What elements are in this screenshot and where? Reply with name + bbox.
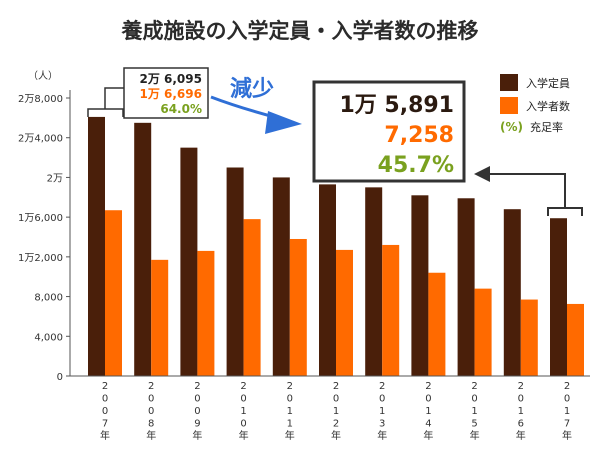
y-tick-label: 0 <box>57 372 63 383</box>
last-year-enrolled: 7,258 <box>384 123 454 148</box>
legend-label-enrolled: 入学者数 <box>526 99 570 113</box>
bar-enrolled <box>197 250 215 376</box>
x-axis: 2 0 0 7 年 2 0 0 8 年 2 0 0 9 年 2 0 1 0 年 2 0 1 1 年 2 0 1 2 年 2 0 1 3 年 2 0 1 4 年… <box>100 381 572 442</box>
bar-capacity <box>272 177 290 376</box>
bar-enrolled <box>289 238 307 376</box>
bar-enrolled <box>243 219 261 376</box>
first-year-rate: 64.0% <box>160 102 202 116</box>
last-year-capacity: 1万 5,891 <box>339 93 454 118</box>
y-tick-label: 2万8,000 <box>18 94 63 105</box>
y-tick-label: 1万2,000 <box>18 253 63 264</box>
bar-enrolled <box>382 244 400 376</box>
bar-enrolled <box>336 249 353 376</box>
legend-label-capacity: 入学定員 <box>526 76 570 90</box>
legend: 入学定員 入学者数 (%) 充足率 <box>500 74 570 134</box>
last-year-rate: 45.7% <box>378 153 454 178</box>
bar-enrolled <box>474 288 492 376</box>
legend-rate-label: 充足率 <box>530 120 563 134</box>
last-year-connector <box>488 173 583 216</box>
legend-swatch-enrolled <box>500 97 518 114</box>
bar-enrolled <box>151 259 169 376</box>
legend-rate-symbol: (%) <box>500 120 523 134</box>
bar-capacity <box>226 167 244 376</box>
chart-title: 養成施設の入学定員・入学者数の推移 <box>121 19 479 43</box>
y-tick-label: 2万 <box>47 173 63 184</box>
y-tick-label: 4,000 <box>34 332 63 343</box>
y-tick-label: 8,000 <box>34 293 63 304</box>
first-year-annotation: 2万 6,095 1万 6,696 64.0% <box>123 67 209 119</box>
bar-capacity <box>319 184 336 376</box>
first-year-bracket <box>87 87 124 117</box>
first-year-enrolled: 1万 6,696 <box>140 87 203 101</box>
bars <box>88 116 584 376</box>
y-axis: 0 4,000 8,000 1万2,000 1万6,000 2万 2万4,000 2万8,00… <box>18 94 70 383</box>
y-axis-unit: （人） <box>28 70 58 82</box>
bar-capacity <box>180 147 198 376</box>
last-year-annotation: 1万 5,891 7,258 45.7% <box>312 80 466 183</box>
decrease-label: 減少 <box>230 77 274 102</box>
bar-capacity <box>550 218 567 376</box>
bar-enrolled <box>567 303 584 376</box>
bar-capacity <box>134 122 152 376</box>
legend-swatch-capacity <box>500 74 518 91</box>
bar-capacity <box>365 187 383 376</box>
bar-enrolled <box>105 210 122 376</box>
bar-capacity <box>503 209 521 376</box>
decrease-arrow: 減少 <box>210 77 302 134</box>
bar-capacity <box>88 116 105 376</box>
bar-capacity <box>411 195 429 376</box>
first-year-capacity: 2万 6,095 <box>140 72 203 86</box>
bar-enrolled <box>428 272 446 376</box>
bar-capacity <box>457 198 475 376</box>
y-tick-label: 1万6,000 <box>18 213 63 224</box>
last-year-connector-head <box>474 166 490 182</box>
bar-enrolled <box>520 299 538 376</box>
y-tick-label: 2万4,000 <box>18 134 63 145</box>
